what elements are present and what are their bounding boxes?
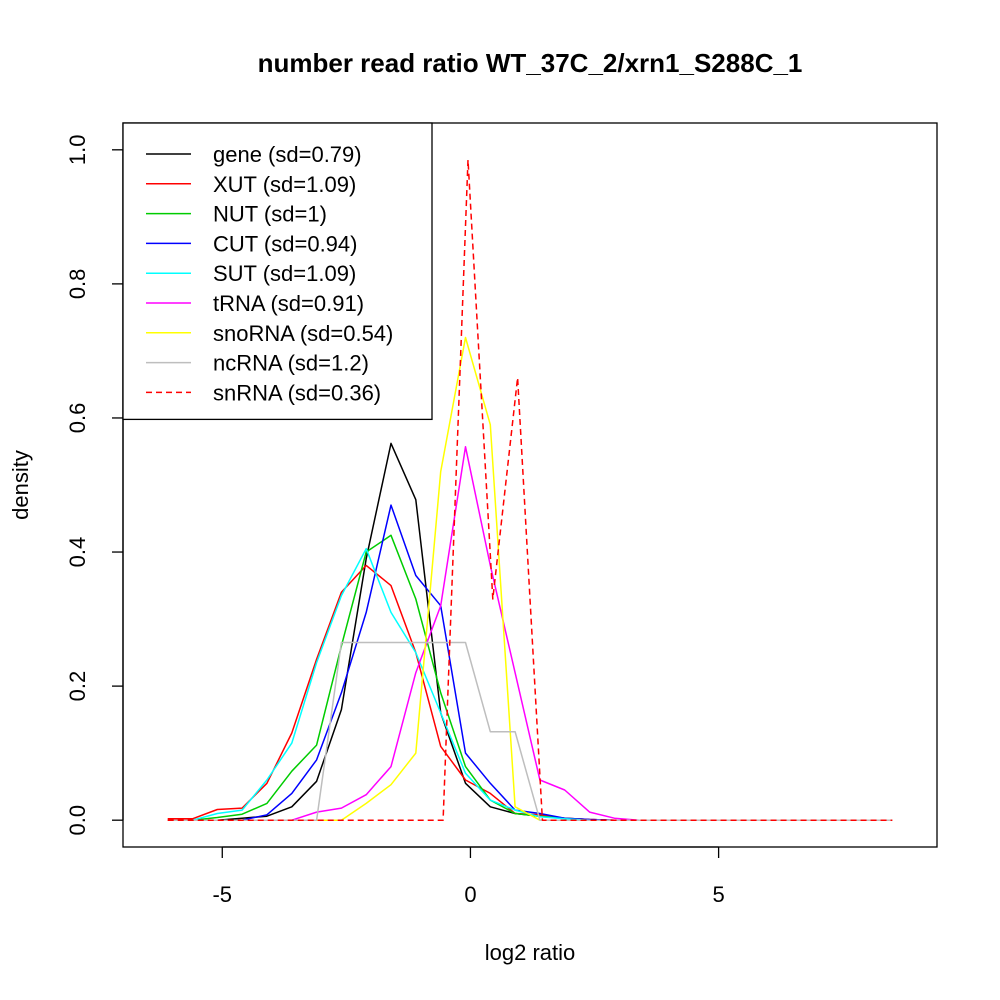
legend-label: CUT (sd=0.94) — [213, 231, 357, 256]
chart-title: number read ratio WT_37C_2/xrn1_S288C_1 — [258, 48, 803, 78]
legend-label: tRNA (sd=0.91) — [213, 291, 364, 316]
y-tick-label: 0.4 — [65, 537, 90, 568]
x-tick-label: 0 — [464, 882, 476, 907]
y-axis-title: density — [8, 450, 33, 520]
legend-box — [122, 122, 433, 421]
y-tick-label: 1.0 — [65, 135, 90, 166]
x-axis: -5 0 5 — [212, 846, 725, 907]
series-line — [167, 159, 893, 821]
x-axis-title: log2 ratio — [485, 940, 576, 965]
series-layer — [167, 159, 893, 821]
series-line — [167, 504, 893, 821]
x-tick-label: -5 — [212, 882, 232, 907]
legend-label: SUT (sd=1.09) — [213, 261, 356, 286]
legend-label: snoRNA (sd=0.54) — [213, 321, 393, 346]
y-tick-label: 0.2 — [65, 671, 90, 702]
legend-label: gene (sd=0.79) — [213, 142, 362, 167]
series-line — [167, 641, 893, 821]
legend-label: NUT (sd=1) — [213, 202, 327, 227]
y-tick-label: 0.6 — [65, 403, 90, 434]
y-tick-label: 0.8 — [65, 269, 90, 300]
y-tick-label: 0.0 — [65, 805, 90, 836]
series-line — [167, 534, 893, 821]
legend-label: snRNA (sd=0.36) — [213, 380, 381, 405]
legend-label: XUT (sd=1.09) — [213, 172, 356, 197]
legend-label: ncRNA (sd=1.2) — [213, 351, 369, 376]
x-tick-label: 5 — [712, 882, 724, 907]
y-axis: 0.0 0.2 0.4 0.6 0.8 1.0 — [65, 135, 124, 836]
legend: gene (sd=0.79) XUT (sd=1.09) NUT (sd=1) CUT… — [122, 122, 433, 421]
